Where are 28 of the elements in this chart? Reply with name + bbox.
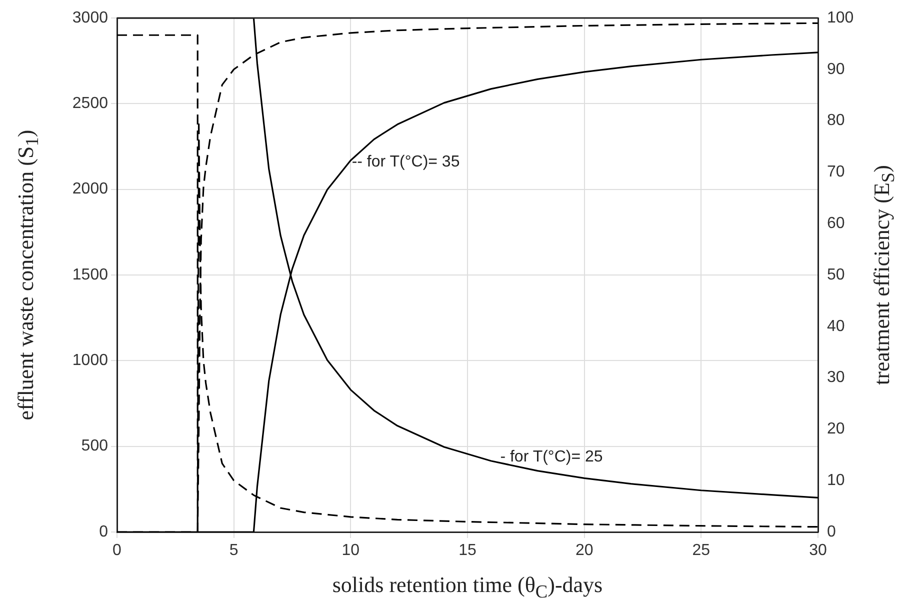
annotation: - for T(°C)= 25	[500, 448, 603, 466]
annotation: -- for T(°C)= 35	[352, 153, 460, 170]
y2-tick-label: 60	[827, 215, 845, 232]
y-tick-label: 1000	[72, 352, 108, 370]
y-tick-label: 1500	[72, 266, 108, 284]
y2-tick-label: 80	[827, 112, 845, 130]
y2-tick-label: 10	[827, 472, 845, 490]
y2-tick-label: 70	[827, 164, 845, 181]
x-tick-label: 30	[809, 542, 827, 560]
y2-tick-label: 30	[827, 369, 845, 386]
y2-tick-label: 0	[827, 523, 836, 540]
y-tick-label: 500	[81, 438, 108, 455]
x-tick-label: 25	[692, 542, 710, 560]
x-tick-label: 20	[575, 542, 594, 560]
y-tick-label: 0	[99, 523, 108, 540]
x-tick-label: 15	[458, 542, 476, 560]
x-tick-label: 0	[112, 542, 122, 560]
y2-tick-label: 100	[827, 9, 854, 26]
y2-tick-label: 40	[827, 318, 845, 335]
x-axis-title: solids retention time (θ$_{C}$)-days	[331, 572, 604, 602]
y2-tick-label: 90	[827, 60, 845, 78]
y-tick-label: 2000	[72, 180, 108, 198]
x-tick-label: 5	[229, 542, 238, 560]
y-tick-label: 2500	[72, 95, 108, 112]
y2-tick-label: 50	[827, 266, 845, 284]
y-tick-label: 3000	[72, 9, 108, 26]
y2-tick-label: 20	[827, 420, 845, 438]
x-tick-label: 10	[342, 542, 360, 560]
